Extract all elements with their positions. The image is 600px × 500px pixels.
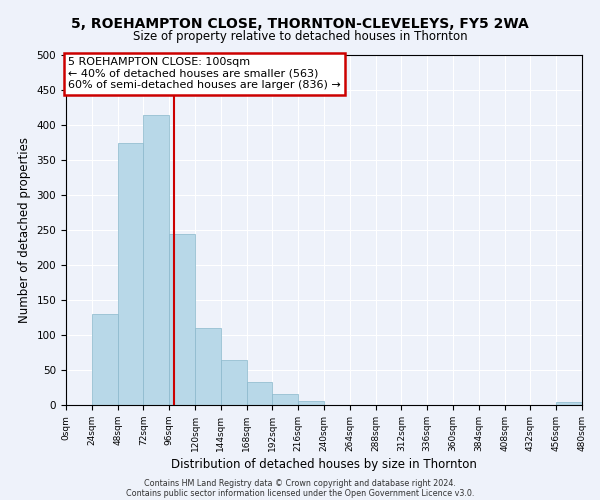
Bar	[92, 314, 118, 405]
Bar	[556, 402, 582, 405]
Bar	[221, 360, 247, 405]
Bar	[143, 114, 169, 405]
X-axis label: Distribution of detached houses by size in Thornton: Distribution of detached houses by size …	[171, 458, 477, 471]
Text: Size of property relative to detached houses in Thornton: Size of property relative to detached ho…	[133, 30, 467, 43]
Bar	[298, 401, 324, 405]
Bar	[272, 394, 298, 405]
Y-axis label: Number of detached properties: Number of detached properties	[18, 137, 31, 323]
Text: 5 ROEHAMPTON CLOSE: 100sqm
← 40% of detached houses are smaller (563)
60% of sem: 5 ROEHAMPTON CLOSE: 100sqm ← 40% of deta…	[68, 57, 341, 90]
Text: 5, ROEHAMPTON CLOSE, THORNTON-CLEVELEYS, FY5 2WA: 5, ROEHAMPTON CLOSE, THORNTON-CLEVELEYS,…	[71, 18, 529, 32]
Bar	[195, 328, 221, 405]
Text: Contains HM Land Registry data © Crown copyright and database right 2024.: Contains HM Land Registry data © Crown c…	[144, 478, 456, 488]
Text: Contains public sector information licensed under the Open Government Licence v3: Contains public sector information licen…	[126, 488, 474, 498]
Bar	[118, 142, 143, 405]
Bar	[169, 234, 195, 405]
Bar	[247, 382, 272, 405]
